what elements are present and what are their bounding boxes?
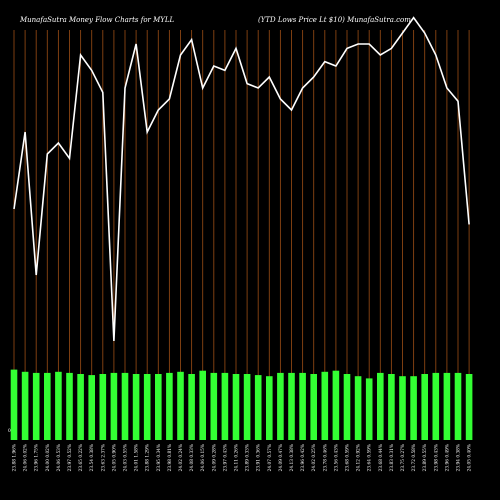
x-tick-label: 23.63 2.37% bbox=[101, 444, 106, 471]
x-tick-label: 23.98 0.43% bbox=[434, 444, 439, 471]
x-tick-label: 24.02 0.25% bbox=[312, 444, 317, 471]
x-tick-labels: 23.88 1.96% 24.06 0.02% 23.96 1.75% 24.00 0… bbox=[13, 444, 473, 471]
x-tick-label: 24.11 0.26% bbox=[235, 444, 240, 471]
flow-bar bbox=[99, 374, 107, 440]
flow-bar bbox=[454, 372, 462, 440]
x-tick-label: 24.06 0.53% bbox=[57, 444, 62, 471]
flow-bar bbox=[277, 372, 284, 440]
x-tick-label: 24.13 0.38% bbox=[290, 444, 295, 471]
x-tick-label: 24.05 0.90% bbox=[112, 444, 117, 471]
flow-bar bbox=[199, 370, 206, 440]
flow-bar bbox=[299, 372, 306, 440]
flow-bar bbox=[188, 374, 195, 440]
x-tick-label: 23.56 0.43% bbox=[334, 444, 339, 471]
flow-bar bbox=[66, 372, 73, 440]
x-tick-label: 24.08 0.33% bbox=[190, 444, 195, 471]
x-tick-label: 23.95 0.34% bbox=[157, 444, 162, 471]
flow-bar bbox=[221, 372, 229, 440]
x-tick-label: 23.88 1.96% bbox=[13, 444, 18, 471]
flow-bar bbox=[288, 372, 295, 440]
x-tick-label: 24.02 0.24% bbox=[179, 444, 184, 471]
flow-bar bbox=[332, 370, 340, 440]
x-tick-label: 24.05 0.40% bbox=[468, 444, 473, 471]
x-tick-label: 24.07 0.57% bbox=[268, 444, 273, 471]
flow-bar bbox=[110, 372, 118, 440]
flow-bar bbox=[421, 374, 428, 440]
flow-bar bbox=[243, 374, 251, 440]
x-tick-label: 23.98 0.81% bbox=[168, 444, 173, 471]
price-line bbox=[13, 16, 470, 342]
flow-bar bbox=[410, 376, 417, 440]
flow-bar bbox=[443, 372, 451, 440]
origin-label: 0 bbox=[8, 429, 11, 434]
x-tick-label: 24.00 0.02% bbox=[46, 444, 51, 471]
x-tick-label: 23.97 0.43% bbox=[223, 444, 228, 471]
x-tick-label: 23.89 0.33% bbox=[246, 444, 251, 471]
flow-bar bbox=[388, 374, 395, 440]
flow-bar bbox=[88, 375, 95, 440]
flow-bar bbox=[210, 372, 218, 440]
flow-bar bbox=[143, 374, 151, 440]
money-flow-bars bbox=[10, 369, 473, 440]
flow-bar bbox=[365, 378, 373, 440]
flow-bar bbox=[254, 375, 262, 440]
flow-bar bbox=[343, 374, 351, 440]
x-tick-label: 23.96 1.75% bbox=[35, 444, 40, 471]
flow-bar bbox=[166, 372, 173, 440]
flow-bar bbox=[77, 374, 84, 440]
flow-bar bbox=[121, 372, 129, 440]
flow-bar bbox=[432, 372, 440, 440]
x-tick-label: 23.97 0.52% bbox=[68, 444, 73, 471]
x-tick-label: 23.75 0.27% bbox=[401, 444, 406, 471]
flow-bar bbox=[465, 374, 473, 440]
flow-bar bbox=[232, 374, 240, 440]
flow-bar bbox=[266, 376, 273, 440]
x-tick-label: 24.09 0.47% bbox=[279, 444, 284, 471]
x-tick-label: 24.12 0.92% bbox=[357, 444, 362, 471]
flow-bar bbox=[132, 374, 140, 440]
chart-subtitle: (YTD Lows Price Lt $10) MunafaSutra.com bbox=[258, 16, 411, 24]
x-tick-label: 23.68 0.44% bbox=[379, 444, 384, 471]
flow-bar bbox=[44, 372, 51, 440]
x-tick-label: 23.64 0.59% bbox=[368, 444, 373, 471]
flow-bar bbox=[310, 374, 317, 440]
x-tick-label: 23.83 0.31% bbox=[390, 444, 395, 471]
x-tick-label: 23.91 0.36% bbox=[257, 444, 262, 471]
flow-bar bbox=[21, 371, 29, 440]
x-tick-label: 23.54 0.38% bbox=[90, 444, 95, 471]
flow-bar bbox=[10, 369, 18, 440]
x-tick-label: 24.06 0.02% bbox=[24, 444, 29, 471]
flow-bar bbox=[155, 374, 162, 440]
x-tick-label: 24.06 0.15% bbox=[201, 444, 206, 471]
x-tick-label: 23.89 0.55% bbox=[423, 444, 428, 471]
x-tick-label: 23.72 0.58% bbox=[412, 444, 417, 471]
flow-bar bbox=[177, 371, 184, 440]
x-tick-label: 23.88 1.29% bbox=[146, 444, 151, 471]
x-tick-label: 23.94 0.38% bbox=[457, 444, 462, 471]
flow-bar bbox=[399, 376, 406, 440]
flow-bar bbox=[377, 372, 384, 440]
chart-title: MunafaSutra Money Flow Charts for MYLL bbox=[19, 16, 175, 24]
flow-bar bbox=[32, 372, 40, 440]
flow-bar bbox=[55, 371, 62, 440]
x-tick-label: 24.09 0.28% bbox=[212, 444, 217, 471]
x-tick-label: 24.01 1.58% bbox=[135, 444, 140, 471]
flow-bar bbox=[321, 371, 329, 440]
x-tick-label: 23.96 0.49% bbox=[445, 444, 450, 471]
x-tick-label: 23.78 0.46% bbox=[323, 444, 328, 471]
x-tick-label: 23.96 0.42% bbox=[301, 444, 306, 471]
x-tick-label: 24.03 0.55% bbox=[124, 444, 129, 471]
x-tick-label: 23.68 0.59% bbox=[346, 444, 351, 471]
flow-bar bbox=[354, 376, 362, 440]
x-tick-label: 23.65 0.22% bbox=[79, 444, 84, 471]
